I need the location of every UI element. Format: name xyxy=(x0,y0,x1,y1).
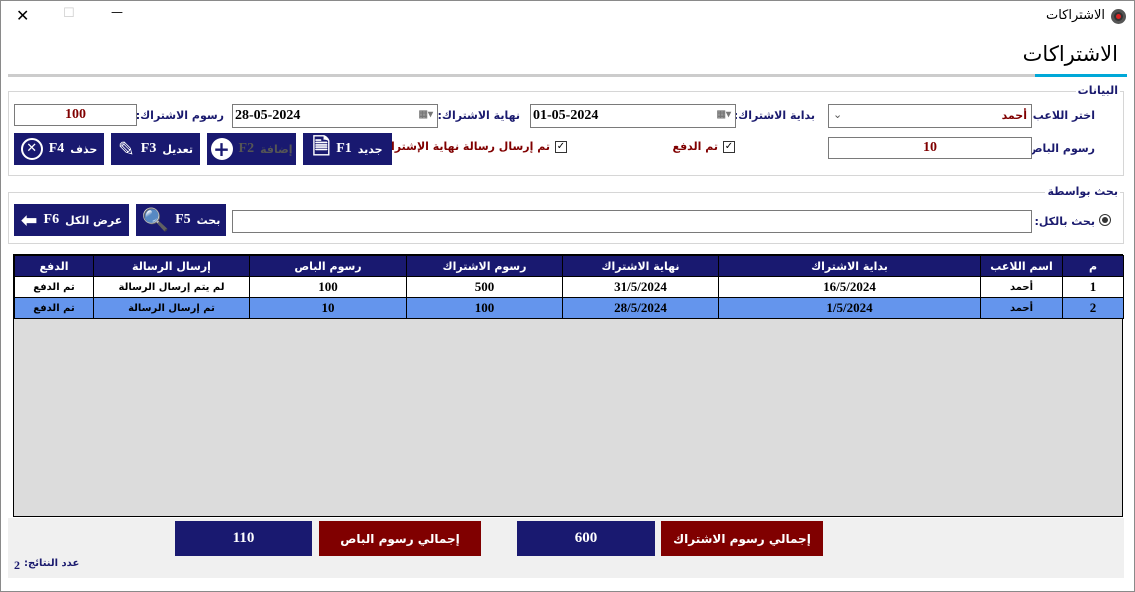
calendar-icon[interactable]: ▦▾ xyxy=(716,109,731,120)
minimize-button[interactable]: — xyxy=(111,5,123,19)
chevron-down-icon: ⌄ xyxy=(833,108,843,121)
column-header[interactable]: رسوم الاشتراك xyxy=(406,255,563,277)
search-all-radio[interactable] xyxy=(1099,214,1111,226)
delete-button[interactable]: حذف F4 ✕ xyxy=(14,133,104,165)
total-sub-fee-label: إجمالي رسوم الاشتراك xyxy=(661,521,823,556)
start-date-picker[interactable]: 01-05-2024 ▦▾ xyxy=(530,104,736,128)
results-grid[interactable]: م اسم اللاعب بداية الاشتراك نهاية الاشتر… xyxy=(13,254,1124,517)
column-header[interactable]: إرسال الرسالة xyxy=(93,255,250,277)
table-row-selected[interactable]: 2 أحمد 1/5/2024 28/5/2024 100 10 تم إرسال الرس… xyxy=(14,297,1124,319)
total-bus-fee-value: 110 xyxy=(175,521,312,556)
add-button[interactable]: إضافة F2 + xyxy=(207,133,296,165)
player-combo[interactable]: ⌄ أحمد xyxy=(828,104,1032,128)
edit-button[interactable]: تعديل F3 ✎ xyxy=(111,133,200,165)
result-count: عدد النتائج: 2 xyxy=(14,558,80,572)
show-all-button[interactable]: عرض الكل F6 ⬅ xyxy=(14,204,129,236)
sub-fee-label: رسوم الاشتراك: xyxy=(135,109,224,122)
calendar-icon[interactable]: ▦▾ xyxy=(418,109,433,120)
sub-fee-input[interactable]: 100 xyxy=(14,104,137,126)
table-header-row: م اسم اللاعب بداية الاشتراك نهاية الاشتر… xyxy=(14,255,1124,277)
end-date-label: نهاية الاشتراك: xyxy=(437,109,520,122)
active-tab-indicator xyxy=(1035,74,1127,77)
search-all-label: بحث بالكل: xyxy=(1034,215,1095,228)
paid-checkbox[interactable]: ✓ تم الدفع xyxy=(672,140,735,153)
column-header[interactable]: اسم اللاعب xyxy=(980,255,1063,277)
bus-fee-input[interactable]: 10 xyxy=(828,137,1032,159)
column-header[interactable]: رسوم الباص xyxy=(249,255,407,277)
new-button[interactable]: جديد F1 🗎 xyxy=(303,133,392,165)
message-sent-checkbox[interactable]: ✓ تم إرسال رسالة نهاية الإشتراك xyxy=(380,140,567,153)
search-icon: 🔍 xyxy=(141,207,170,233)
search-button[interactable]: بحث F5 🔍 xyxy=(136,204,226,236)
total-sub-fee-value: 600 xyxy=(517,521,655,556)
start-date-label: بداية الاشتراك: xyxy=(733,109,815,122)
column-header[interactable]: الدفع xyxy=(14,255,94,277)
data-group-title: البيانات xyxy=(1075,84,1120,97)
column-header[interactable]: نهاية الاشتراك xyxy=(562,255,719,277)
document-icon: 🗎 xyxy=(312,135,331,160)
search-group-title: بحث بواسطة xyxy=(1045,185,1120,198)
page-title: الاشتراكات xyxy=(1022,42,1118,66)
maximize-button[interactable]: ☐ xyxy=(63,6,75,21)
data-group xyxy=(8,91,1124,176)
window-title: الاشتراكات xyxy=(1045,8,1105,23)
results-table: م اسم اللاعب بداية الاشتراك نهاية الاشتر… xyxy=(14,255,1124,319)
end-date-picker[interactable]: 28-05-2024 ▦▾ xyxy=(232,104,438,128)
close-button[interactable]: ✕ xyxy=(16,6,30,25)
bus-fee-label: رسوم الباص: xyxy=(1023,142,1095,155)
search-input[interactable] xyxy=(232,210,1032,233)
header-divider xyxy=(8,74,1035,77)
column-header[interactable]: م xyxy=(1062,255,1124,277)
player-label: اختر اللاعب: xyxy=(1028,109,1095,122)
plus-circle-icon: + xyxy=(210,138,233,160)
checkmark-icon[interactable]: ✓ xyxy=(555,140,567,153)
football-icon xyxy=(1111,9,1126,24)
close-circle-icon: ✕ xyxy=(20,138,43,160)
back-arrow-icon: ⬅ xyxy=(20,208,38,232)
column-header[interactable]: بداية الاشتراك xyxy=(718,255,981,277)
table-row[interactable]: 1 أحمد 16/5/2024 31/5/2024 500 100 لم يتم إرسا… xyxy=(14,276,1124,298)
edit-icon: ✎ xyxy=(118,137,135,161)
checkmark-icon[interactable]: ✓ xyxy=(723,140,735,153)
search-group xyxy=(8,192,1124,244)
total-bus-fee-label: إجمالي رسوم الباص xyxy=(319,521,481,556)
